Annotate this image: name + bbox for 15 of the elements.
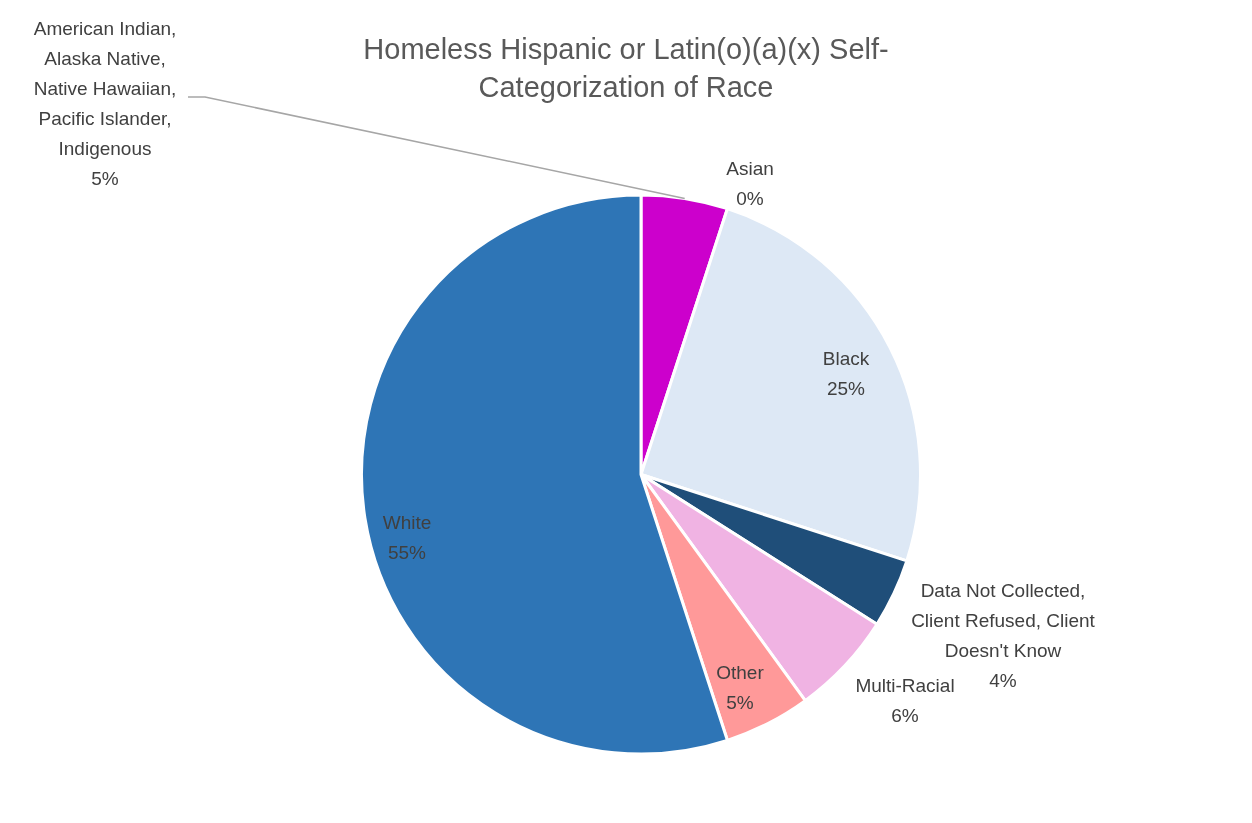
data-label: 25%: [826, 378, 866, 400]
data-label: 6%: [891, 705, 919, 727]
data-label: 55%: [387, 542, 427, 564]
category-label: Asian: [726, 158, 774, 180]
text: 0%: [736, 188, 764, 210]
slice-label: American Indian, Alaska Native, Native Hawaiian, Pacific Islander, Indigenous: [33, 18, 177, 160]
slice-label: Other: [716, 662, 765, 684]
slice-label: Multi-Racial: [855, 675, 955, 697]
data-label: 5%: [91, 168, 119, 190]
data-label: 4%: [989, 670, 1017, 692]
data-label: 5%: [726, 692, 754, 714]
slice-label: Black: [822, 348, 870, 370]
text: Homeless Hispanic or Latin(o)(a)(x) Self-Categorization of Race: [362, 32, 890, 105]
slice-label: White: [382, 512, 432, 534]
slice-label: Data Not Collected, Client Refused, Client Doesn't Know: [911, 580, 1096, 662]
